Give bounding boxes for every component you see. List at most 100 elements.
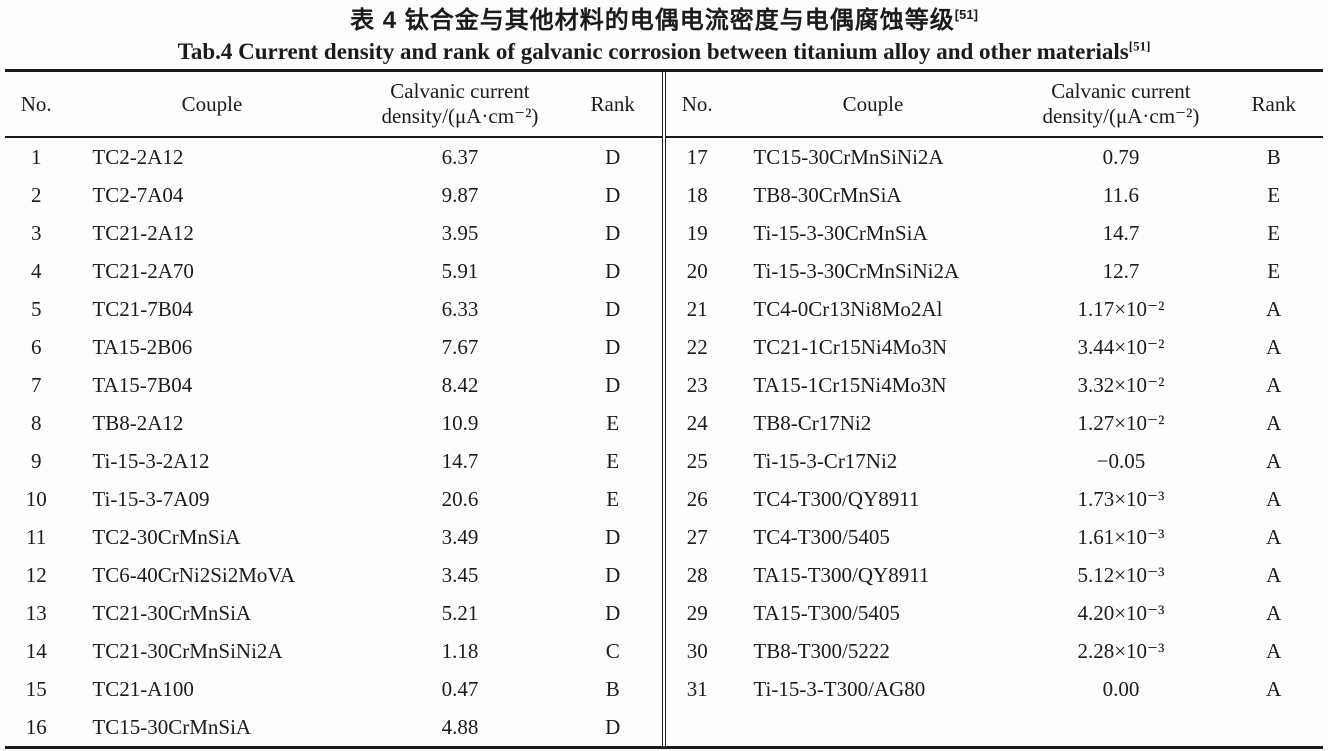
table-right-half: No. Couple Calvanic current density/(μA·… — [666, 72, 1323, 746]
row-density: 5.12×10⁻³ — [1077, 562, 1165, 587]
table-row: 17 TC15-30CrMnSiNi2A 0.79 B — [666, 137, 1323, 176]
row-couple: TC4-T300/QY8911 — [753, 486, 920, 511]
row-density: 5.21 — [441, 600, 479, 625]
row-couple: TC21-2A12 — [92, 220, 194, 245]
row-rank: C — [605, 638, 620, 663]
table-row: 16 TC15-30CrMnSiA 4.88 D — [5, 708, 662, 746]
column-header-density: Calvanic current density/(μA·cm⁻²) — [356, 72, 564, 139]
table-row: 27 TC4-T300/5405 1.61×10⁻³ A — [666, 518, 1323, 556]
row-rank: E — [1267, 220, 1281, 245]
table-row: 21 TC4-0Cr13Ni8Mo2Al 1.17×10⁻² A — [666, 290, 1323, 328]
row-density: 2.28×10⁻³ — [1077, 638, 1165, 663]
table-row: 22 TC21-1Cr15Ni4Mo3N 3.44×10⁻² A — [666, 328, 1323, 366]
table-row: 2 TC2-7A04 9.87 D — [5, 176, 662, 214]
row-no: 10 — [25, 486, 47, 511]
row-no: 31 — [686, 676, 708, 701]
row-density: 1.73×10⁻³ — [1077, 486, 1165, 511]
row-density: 0.00 — [1102, 676, 1140, 701]
row-no: 13 — [25, 600, 47, 625]
row-rank: D — [605, 714, 621, 739]
row-no: 3 — [30, 220, 42, 245]
citation-ref-english: [51] — [1128, 38, 1151, 54]
table-row: 5 TC21-7B04 6.33 D — [5, 290, 662, 328]
column-header-no: No. — [666, 72, 729, 139]
table-row: 6 TA15-2B06 7.67 D — [5, 328, 662, 366]
column-header-density-line2: density/(μA·cm⁻²) — [1042, 104, 1200, 129]
row-couple: TB8-T300/5222 — [753, 638, 890, 663]
row-density: 3.49 — [441, 524, 479, 549]
row-no: 11 — [26, 524, 47, 549]
row-couple: TC2-30CrMnSiA — [92, 524, 241, 549]
row-couple: TC21-A100 — [92, 676, 194, 701]
row-rank: A — [1266, 524, 1282, 549]
table-row: 3 TC21-2A12 3.95 D — [5, 214, 662, 252]
row-no: 6 — [30, 334, 42, 359]
table-title-chinese-text: 表 4 钛合金与其他材料的电偶电流密度与电偶腐蚀等级 — [350, 7, 955, 34]
row-density: 14.7 — [441, 448, 479, 473]
row-couple: Ti-15-3-30CrMnSiNi2A — [753, 258, 960, 283]
row-no: 28 — [686, 562, 708, 587]
row-rank: D — [605, 600, 621, 625]
table-row: 18 TB8-30CrMnSiA 11.6 E — [666, 176, 1323, 214]
row-couple: TB8-Cr17Ni2 — [753, 410, 872, 435]
row-rank: D — [605, 372, 621, 397]
row-rank: A — [1266, 334, 1282, 359]
table-row: 8 TB8-2A12 10.9 E — [5, 404, 662, 442]
row-no: 14 — [25, 638, 47, 663]
header-row: No. Couple Calvanic current density/(μA·… — [5, 72, 662, 139]
row-couple: TC21-7B04 — [92, 296, 193, 321]
column-header-couple: Couple — [67, 72, 357, 139]
row-rank: D — [605, 334, 621, 359]
row-couple: TB8-30CrMnSiA — [753, 182, 902, 207]
row-density: 8.42 — [441, 372, 479, 397]
table-row: 7 TA15-7B04 8.42 D — [5, 366, 662, 404]
table-left-header: No. Couple Calvanic current density/(μA·… — [5, 72, 662, 139]
row-rank: A — [1266, 676, 1282, 701]
column-header-rank: Rank — [563, 72, 662, 139]
table-left-half: No. Couple Calvanic current density/(μA·… — [5, 72, 662, 746]
table-row: 26 TC4-T300/QY8911 1.73×10⁻³ A — [666, 480, 1323, 518]
table-row: 19 Ti-15-3-30CrMnSiA 14.7 E — [666, 214, 1323, 252]
row-density: 3.44×10⁻² — [1077, 334, 1165, 359]
table-row: 14 TC21-30CrMnSiNi2A 1.18 C — [5, 632, 662, 670]
row-couple: Ti-15-3-7A09 — [92, 486, 210, 511]
table-row: 15 TC21-A100 0.47 B — [5, 670, 662, 708]
row-density: 0.47 — [441, 676, 479, 701]
row-density: 1.27×10⁻² — [1077, 410, 1165, 435]
row-no: 18 — [686, 182, 708, 207]
row-density: 10.9 — [441, 410, 479, 435]
row-density: 12.7 — [1102, 258, 1140, 283]
row-no: 22 — [686, 334, 708, 359]
table-title-english-text: Tab.4 Current density and rank of galvan… — [177, 38, 1129, 64]
row-density: 20.6 — [441, 486, 479, 511]
row-no: 15 — [25, 676, 47, 701]
row-density: 9.87 — [441, 182, 479, 207]
row-rank: D — [605, 182, 621, 207]
row-couple: TB8-2A12 — [92, 410, 184, 435]
row-rank: D — [605, 144, 621, 169]
row-couple: TC15-30CrMnSiA — [92, 714, 252, 739]
row-density: 14.7 — [1102, 220, 1140, 245]
table-title-chinese: 表 4 钛合金与其他材料的电偶电流密度与电偶腐蚀等级[51] — [0, 0, 1328, 36]
row-no: 24 — [686, 410, 708, 435]
table-row: 10 Ti-15-3-7A09 20.6 E — [5, 480, 662, 518]
row-couple: TA15-1Cr15Ni4Mo3N — [753, 372, 947, 397]
row-rank: A — [1266, 486, 1282, 511]
row-couple: TC2-2A12 — [92, 144, 184, 169]
row-couple: TC21-30CrMnSiA — [92, 600, 252, 625]
row-density: 1.17×10⁻² — [1077, 296, 1165, 321]
row-density: 4.88 — [441, 714, 479, 739]
column-header-density: Calvanic current density/(μA·cm⁻²) — [1017, 72, 1225, 139]
row-couple: TC2-7A04 — [92, 182, 184, 207]
header-row: No. Couple Calvanic current density/(μA·… — [666, 72, 1323, 139]
data-table: No. Couple Calvanic current density/(μA·… — [5, 69, 1323, 750]
row-couple: TC4-T300/5405 — [753, 524, 890, 549]
row-couple: Ti-15-3-T300/AG80 — [753, 676, 926, 701]
row-no: 8 — [30, 410, 42, 435]
row-density: −0.05 — [1096, 448, 1146, 473]
row-rank: A — [1266, 600, 1282, 625]
row-no: 26 — [686, 486, 708, 511]
row-no: 29 — [686, 600, 708, 625]
table-row: 12 TC6-40CrNi2Si2MoVA 3.45 D — [5, 556, 662, 594]
table-row: 30 TB8-T300/5222 2.28×10⁻³ A — [666, 632, 1323, 670]
